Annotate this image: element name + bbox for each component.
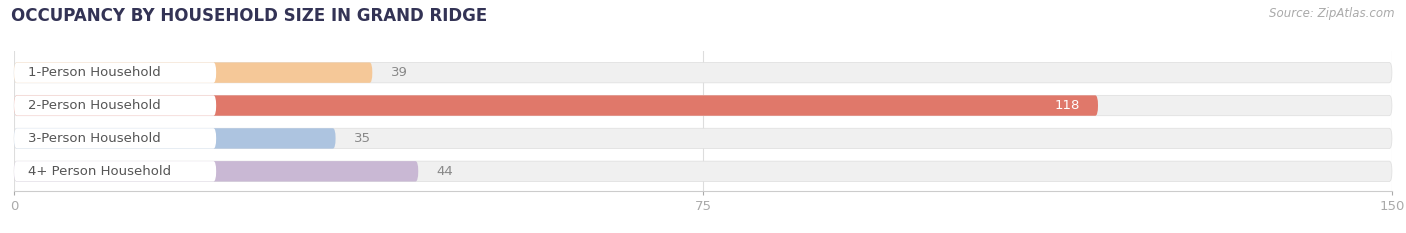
FancyBboxPatch shape bbox=[14, 95, 217, 116]
Text: 35: 35 bbox=[354, 132, 371, 145]
FancyBboxPatch shape bbox=[14, 62, 217, 83]
FancyBboxPatch shape bbox=[14, 128, 336, 149]
Text: 4+ Person Household: 4+ Person Household bbox=[28, 165, 172, 178]
Text: 1-Person Household: 1-Person Household bbox=[28, 66, 160, 79]
FancyBboxPatch shape bbox=[14, 161, 418, 182]
Text: 3-Person Household: 3-Person Household bbox=[28, 132, 160, 145]
Text: 2-Person Household: 2-Person Household bbox=[28, 99, 160, 112]
Text: 118: 118 bbox=[1054, 99, 1080, 112]
Text: OCCUPANCY BY HOUSEHOLD SIZE IN GRAND RIDGE: OCCUPANCY BY HOUSEHOLD SIZE IN GRAND RID… bbox=[11, 7, 488, 25]
FancyBboxPatch shape bbox=[14, 95, 1392, 116]
FancyBboxPatch shape bbox=[14, 161, 217, 182]
FancyBboxPatch shape bbox=[14, 62, 1392, 83]
Text: Source: ZipAtlas.com: Source: ZipAtlas.com bbox=[1270, 7, 1395, 20]
FancyBboxPatch shape bbox=[14, 95, 1098, 116]
Text: 44: 44 bbox=[437, 165, 453, 178]
Text: 39: 39 bbox=[391, 66, 408, 79]
FancyBboxPatch shape bbox=[14, 161, 1392, 182]
FancyBboxPatch shape bbox=[14, 128, 217, 149]
FancyBboxPatch shape bbox=[14, 62, 373, 83]
FancyBboxPatch shape bbox=[14, 128, 1392, 149]
